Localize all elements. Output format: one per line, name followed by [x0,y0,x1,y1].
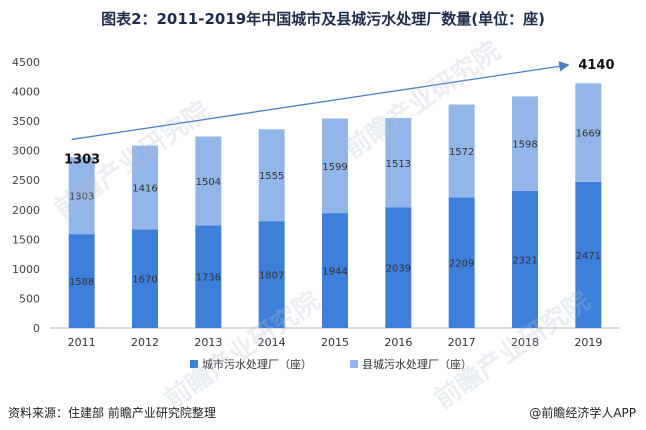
chart-title: 图表2：2011-2019年中国城市及县城污水处理厂数量(单位：座) [101,10,545,28]
data-label-city: 2209 [449,259,474,270]
x-tick-label: 2017 [448,336,476,349]
bar-county [195,136,222,226]
bar-city [68,234,95,328]
trend-start-label: 1303 [64,152,100,167]
data-label-county: 1513 [386,159,411,170]
bar-city [512,190,538,328]
y-tick-label: 1000 [12,263,40,276]
y-tick-label: 500 [19,292,40,305]
bar-city [132,229,158,328]
x-tick-label: 2015 [321,336,349,349]
bar-county [68,157,95,235]
bar-county [575,83,602,182]
data-label-county: 1669 [576,129,601,140]
data-label-city: 1944 [322,267,347,278]
legend-label: 县城污水处理厂（座） [362,357,472,371]
data-label-city: 2471 [576,251,601,262]
y-tick-label: 4000 [12,86,40,99]
source-note: 资料来源：住建部 前瞻产业研究院整理 [8,406,216,420]
data-label-county: 1416 [132,183,157,194]
x-tick-label: 2019 [574,336,602,349]
bar-county [322,118,348,214]
data-label-city: 1588 [69,277,94,288]
brand-credit: @前瞻经济学人APP [529,406,636,420]
y-tick-label: 1500 [12,233,40,246]
bar-city [385,207,412,328]
data-label-city: 2039 [386,264,411,275]
x-tick-label: 2013 [194,336,222,349]
y-tick-label: 2000 [12,204,40,217]
bar-city [575,181,602,328]
trend-arrow [71,61,570,141]
bar-county [512,96,538,191]
bar-county [448,104,475,198]
x-tick-label: 2011 [68,336,96,349]
data-label-county: 1555 [259,171,284,182]
bar-city [322,213,348,328]
data-label-county: 1504 [196,177,221,188]
bar-city [195,225,222,328]
y-tick-label: 4500 [12,56,40,69]
bar-city [258,221,285,328]
bar-county [385,118,412,208]
trend-end-label: 4140 [578,58,614,73]
y-tick-label: 3000 [12,145,40,158]
x-tick-label: 2014 [258,336,286,349]
x-tick-label: 2012 [131,336,159,349]
bar-city [448,197,475,328]
legend-label: 城市污水处理厂（座） [202,357,312,371]
data-label-city: 1807 [259,271,284,282]
bar-county [258,129,285,222]
data-label-county: 1572 [449,147,474,158]
data-label-county: 1598 [512,140,537,151]
legend-swatch [350,360,358,368]
x-tick-label: 2016 [384,336,412,349]
data-label-county: 1599 [322,162,347,173]
data-label-city: 1736 [196,273,221,284]
y-tick-label: 2500 [12,174,40,187]
legend-swatch [190,360,198,368]
data-label-county: 1303 [69,192,94,203]
y-tick-label: 0 [33,322,40,335]
bar-county [132,145,158,230]
y-tick-label: 3500 [12,115,40,128]
data-label-city: 1670 [132,275,157,286]
x-tick-label: 2018 [511,336,539,349]
data-label-city: 2321 [512,255,537,266]
